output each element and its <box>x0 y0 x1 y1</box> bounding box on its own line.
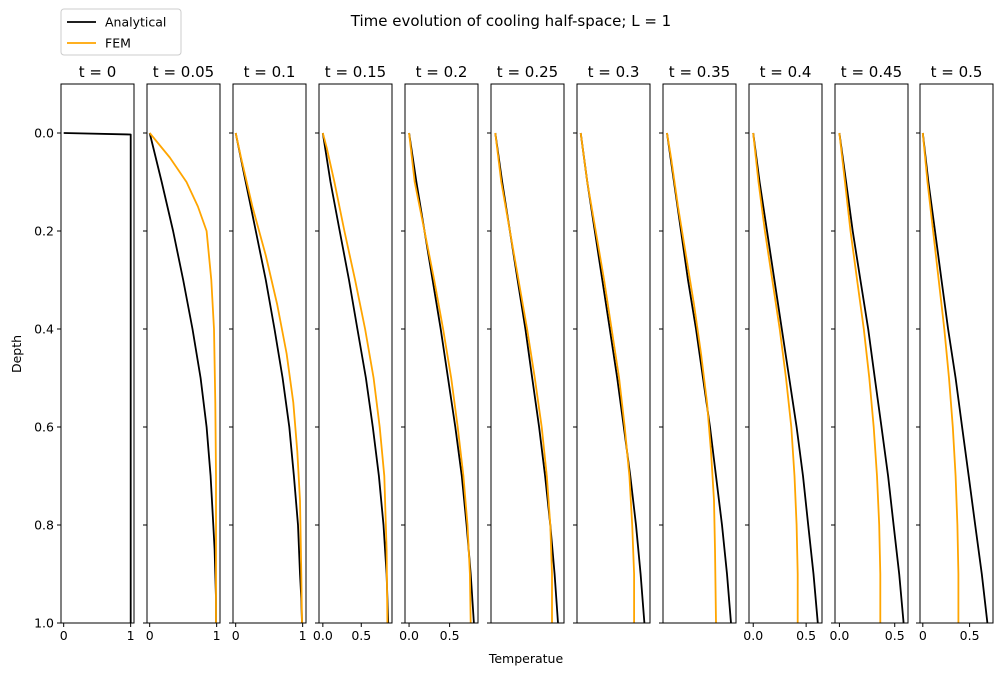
x-tick-label: 0 <box>919 628 927 643</box>
x-tick-label: 1 <box>127 628 135 643</box>
legend-label-fem: FEM <box>105 36 131 51</box>
x-tick-label: 0.5 <box>351 628 371 643</box>
panel-frame <box>404 83 479 624</box>
panel-frame <box>576 83 651 624</box>
x-tick-label: 0.5 <box>960 628 980 643</box>
y-tick-label: 0.4 <box>34 322 54 337</box>
series-line-fem <box>666 132 717 624</box>
panel-title: t = 0.25 <box>497 63 558 81</box>
series-line-fem <box>321 132 389 624</box>
panel-frame <box>748 83 823 624</box>
panel-frame <box>834 83 909 624</box>
series-line-fem <box>921 132 960 623</box>
x-tick-label: 0.5 <box>885 628 905 643</box>
y-tick-label: 0.2 <box>34 224 54 239</box>
x-tick-label: 0.5 <box>440 628 460 643</box>
panel-title: t = 0.45 <box>841 63 902 81</box>
series-line-fem <box>149 132 217 623</box>
series-line-analytical <box>63 132 132 623</box>
series-line-analytical <box>148 132 217 623</box>
x-tick-label: 0.0 <box>313 628 333 643</box>
x-tick-label: 1 <box>299 628 307 643</box>
y-axis-label: Depth <box>9 335 24 373</box>
x-tick-label: 0.0 <box>399 628 419 643</box>
panel-title: t = 0.05 <box>153 63 214 81</box>
series-line-fem <box>838 132 882 623</box>
series-line-fem <box>234 132 303 624</box>
legend-label-analytical: Analytical <box>105 15 166 30</box>
series-line-fem <box>408 132 472 624</box>
series-line-fem <box>752 132 799 623</box>
panel-title: t = 0.4 <box>760 63 812 81</box>
panel-title: t = 0.2 <box>416 63 468 81</box>
panel-frame <box>919 83 994 624</box>
series-line-analytical <box>579 132 646 624</box>
panel-frame <box>232 83 307 624</box>
panel-frame <box>60 83 135 624</box>
series-line-fem <box>494 132 553 623</box>
panel-title: t = 0.5 <box>931 63 983 81</box>
x-tick-label: 0 <box>146 628 154 643</box>
figure-title: Time evolution of cooling half-space; L … <box>350 12 671 30</box>
x-tick-label: 0 <box>60 628 68 643</box>
x-axis-label: Temperatue <box>488 651 564 666</box>
series-line-analytical <box>921 132 989 624</box>
x-tick-label: 1 <box>213 628 221 643</box>
series-line-fem <box>579 132 635 623</box>
x-tick-label: 0.5 <box>796 628 816 643</box>
y-tick-label: 0.0 <box>34 126 54 141</box>
y-tick-label: 0.6 <box>34 420 54 435</box>
panel-title: t = 0.15 <box>325 63 386 81</box>
panel-frame <box>146 83 221 624</box>
panel-title: t = 0 <box>79 63 117 81</box>
panel-title: t = 0.1 <box>244 63 296 81</box>
series-line-analytical <box>666 132 732 624</box>
panel-frame <box>490 83 565 624</box>
series-line-analytical <box>321 132 390 624</box>
x-tick-label: 0 <box>232 628 240 643</box>
y-tick-label: 0.8 <box>34 518 54 533</box>
x-tick-label: 0.0 <box>829 628 849 643</box>
panel-frame <box>662 83 737 624</box>
panel-title: t = 0.35 <box>669 63 730 81</box>
series-line-analytical <box>752 132 819 624</box>
y-tick-label: 1.0 <box>34 616 54 631</box>
series-line-analytical <box>838 132 905 624</box>
series-line-analytical <box>234 132 303 624</box>
x-tick-label: 0.0 <box>743 628 763 643</box>
panel-title: t = 0.3 <box>588 63 640 81</box>
panel-frame <box>318 83 393 624</box>
